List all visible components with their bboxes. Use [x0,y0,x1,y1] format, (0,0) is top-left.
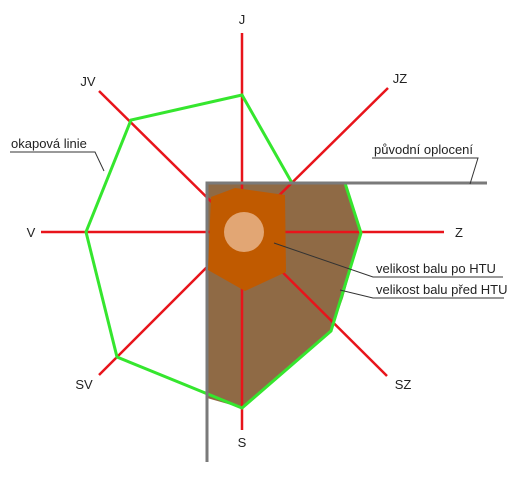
direction-label-southwest: SV [75,377,93,392]
direction-label-northeast: JZ [393,71,408,86]
label-ball-before: velikost balu před HTU [376,282,508,297]
label-ball-after: velikost balu po HTU [376,261,496,276]
direction-label-west: V [27,225,36,240]
label-original-fence: původní oplocení [374,142,473,157]
direction-label-southeast: SZ [395,377,412,392]
leader-original-fence [372,157,479,185]
direction-label-east: Z [455,225,463,240]
direction-label-northwest: JV [80,74,96,89]
leader-drip-line [10,151,105,172]
direction-label-north: J [239,12,246,27]
leader-ball-before [339,289,504,299]
label-drip-line: okapová linie [11,136,87,151]
leader-ball-after [273,242,503,278]
trunk-circle [224,212,264,252]
original-fence [205,181,487,462]
direction-label-south: S [238,435,247,450]
leader-lines [10,151,504,299]
